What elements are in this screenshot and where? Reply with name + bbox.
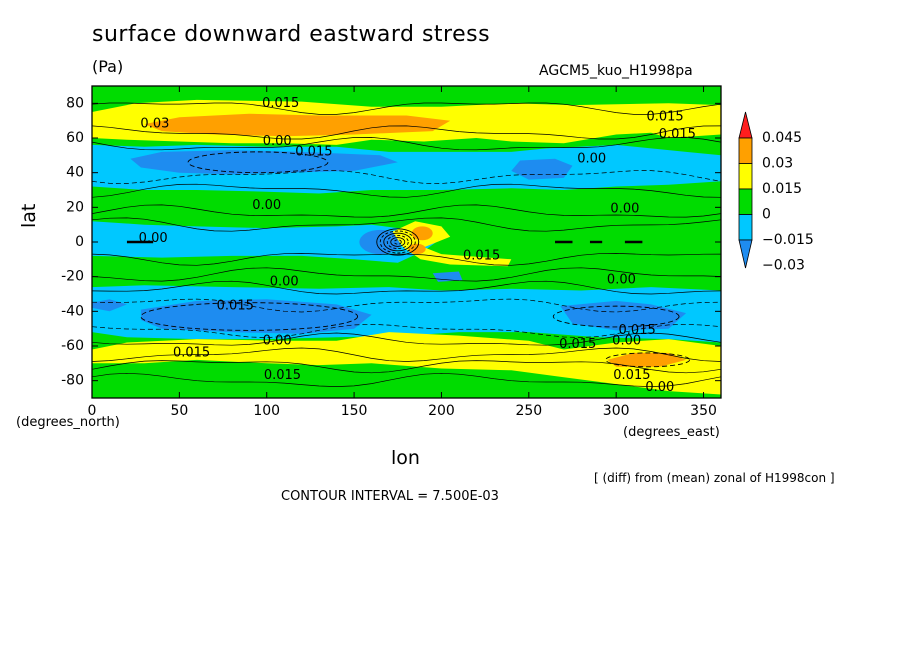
y-tick-label: 80 xyxy=(66,95,84,111)
contour-interval-label: CONTOUR INTERVAL = 7.500E-03 xyxy=(281,489,499,504)
contour-line xyxy=(92,280,721,295)
colorbar-label: 0.03 xyxy=(762,156,793,172)
contour-label: 0.015 xyxy=(262,96,299,111)
contour-line xyxy=(383,232,413,252)
contour-label: 0.015 xyxy=(463,248,500,263)
y-tick-label: -40 xyxy=(61,303,84,319)
x-tick-label: 50 xyxy=(170,403,188,419)
contour-label: 0.015 xyxy=(646,110,683,125)
x-tick-label: 200 xyxy=(428,403,455,419)
contour-label: 0.00 xyxy=(607,273,636,288)
contour-line xyxy=(140,302,359,331)
contour-line xyxy=(376,228,420,256)
contour-label: 0.015 xyxy=(264,368,301,383)
band-south-yellow xyxy=(92,332,721,395)
x-tick-label: 350 xyxy=(690,403,717,419)
contour-line xyxy=(187,151,329,174)
contour-label: 0.015 xyxy=(559,337,596,352)
axis-ticks: 0 50 100 150 200 250 300 350 -80 -60 -40 -20 0 20 40 60… xyxy=(61,86,721,419)
contour-label: 0.00 xyxy=(252,198,281,213)
contour-label: 0.03 xyxy=(140,117,169,132)
chart-title: surface downward eastward stress xyxy=(92,22,491,47)
blob-south-blue-1 xyxy=(140,299,372,334)
contour-label: 0.00 xyxy=(263,333,292,348)
contour-line xyxy=(92,137,721,151)
contour-line xyxy=(92,170,721,184)
contour-line xyxy=(92,372,721,387)
contour-line xyxy=(92,323,721,338)
contour-field xyxy=(92,86,721,398)
contour-line xyxy=(552,305,680,328)
blob-eq-orange-a xyxy=(411,226,433,241)
contour-line xyxy=(92,360,721,374)
contour-label: 0.015 xyxy=(295,144,332,159)
x-axis-label: lon xyxy=(391,447,420,469)
colorbar-label: −0.015 xyxy=(762,232,814,248)
colorbar-label: 0.045 xyxy=(762,130,802,146)
y-tick-label: 20 xyxy=(66,199,84,215)
contour-line xyxy=(605,352,690,368)
contour-line xyxy=(92,347,721,362)
contour-line xyxy=(92,204,721,218)
contour-label: 0.00 xyxy=(270,274,299,289)
contour-line xyxy=(379,230,416,254)
contour-label: 0.00 xyxy=(645,380,674,395)
contour-line xyxy=(92,267,721,282)
colorbar-segment xyxy=(738,188,753,215)
x-units-label: (degrees_east) xyxy=(623,425,720,440)
blob-north-blue xyxy=(130,150,398,175)
contour-line xyxy=(92,102,721,115)
colorbar-segment xyxy=(738,214,753,241)
contour-line xyxy=(92,125,721,140)
x-tick-label: 300 xyxy=(603,403,630,419)
diff-note: [ (diff) from (mean) zonal of H1998con ] xyxy=(594,471,835,485)
contour-label: 0.015 xyxy=(217,299,254,314)
colorbar-label: 0 xyxy=(762,207,771,223)
contour-line xyxy=(386,234,409,250)
y-tick-label: 0 xyxy=(75,234,84,250)
band-eq-cyan xyxy=(92,221,442,263)
contour-label: 0.00 xyxy=(263,134,292,149)
contour-line xyxy=(92,217,721,232)
contour-label: 0.00 xyxy=(139,231,168,246)
run-id-label: AGCM5_kuo_H1998pa xyxy=(539,63,693,79)
contour-label: 0.015 xyxy=(659,127,696,142)
x-tick-label: 0 xyxy=(88,403,97,419)
x-tick-label: 150 xyxy=(341,403,368,419)
contour-line xyxy=(92,298,721,313)
contour-line xyxy=(393,239,402,245)
colorbar-segment xyxy=(738,163,753,190)
contour-label: 0.015 xyxy=(613,368,650,383)
x-tick-label: 250 xyxy=(515,403,542,419)
y-units-label: (degrees_north) xyxy=(16,415,120,430)
y-tick-label: 60 xyxy=(66,130,84,146)
colorbar: 0.045 0.03 0.015 0 −0.015 −0.03 xyxy=(738,111,814,274)
y-tick-label: 40 xyxy=(66,165,84,181)
y-tick-label: -60 xyxy=(61,338,84,354)
colorbar-label: 0.015 xyxy=(762,181,802,197)
contour-label: 0.00 xyxy=(612,333,641,348)
contour-label: 0.00 xyxy=(610,202,639,217)
y-tick-label: -80 xyxy=(61,373,84,389)
x-tick-label: 100 xyxy=(253,403,280,419)
colorbar-segment xyxy=(738,137,753,164)
contour-label: 0.015 xyxy=(619,323,656,338)
contour-lines xyxy=(92,102,721,387)
contour-line xyxy=(92,332,721,346)
band-south-green xyxy=(92,370,721,398)
blob-south-orange xyxy=(607,352,687,367)
band-eq-green-fix xyxy=(476,229,652,248)
colorbar-label: −0.03 xyxy=(762,258,805,274)
band-north-orange xyxy=(144,113,451,137)
contour-label: 0.015 xyxy=(173,345,210,360)
contour-line xyxy=(92,183,721,198)
colorbar-segment xyxy=(738,111,753,139)
contour-label: 0.00 xyxy=(577,151,606,166)
colorbar-segment xyxy=(738,239,753,269)
contour-line xyxy=(390,237,406,247)
units-label: (Pa) xyxy=(92,57,124,76)
y-tick-label: -20 xyxy=(61,269,84,285)
